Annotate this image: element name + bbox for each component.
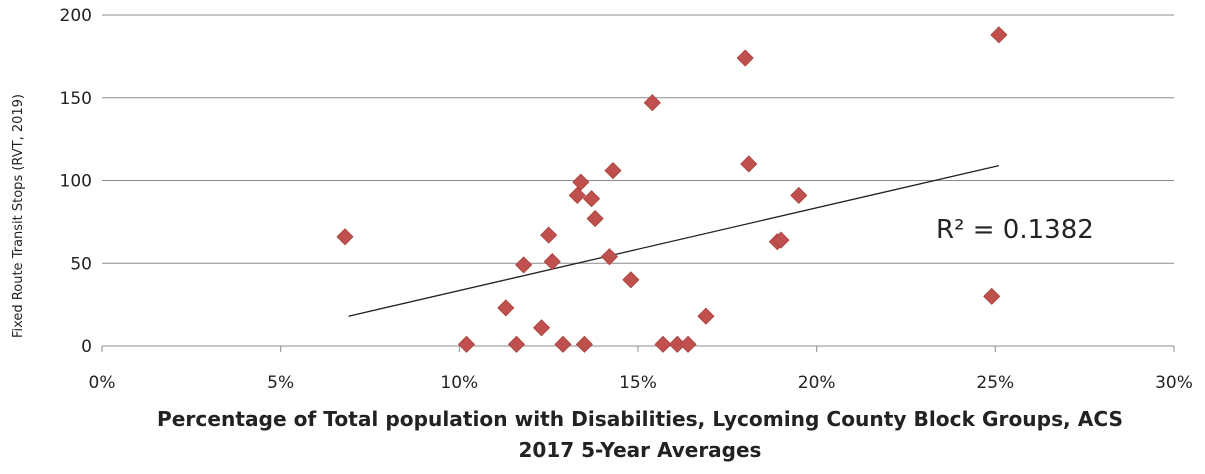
data-point-diamond (622, 271, 640, 289)
axes: 0 50 100 150 200 0% 5% 10% 15% 20% 25% 30% (60, 6, 1193, 393)
data-point-diamond (575, 335, 593, 353)
data-point-diamond (679, 335, 697, 353)
y-tick-label: 100 (60, 172, 92, 192)
y-axis-label: Fixed Route Transit Stops (RVT, 2019) (11, 94, 26, 338)
gridlines (102, 14, 1174, 264)
data-points (336, 26, 1008, 353)
y-tick-label: 150 (60, 89, 92, 109)
data-point-diamond (543, 253, 561, 271)
data-point-diamond (772, 231, 790, 249)
data-point-diamond (515, 256, 533, 274)
data-point-diamond (497, 299, 515, 317)
x-tick-label: 20% (798, 373, 836, 393)
data-point-diamond (532, 319, 551, 337)
x-tick-label: 25% (976, 373, 1014, 393)
y-tick-label: 200 (60, 6, 92, 26)
data-point-diamond (790, 186, 808, 204)
data-point-diamond (336, 228, 354, 246)
data-point-diamond (554, 335, 572, 353)
data-point-diamond (457, 335, 476, 353)
x-tick-label: 0% (89, 373, 116, 393)
x-tick-label: 10% (440, 373, 478, 393)
data-point-diamond (654, 335, 672, 353)
data-point-diamond (990, 26, 1008, 44)
trendline-layer (348, 164, 1000, 317)
labels: R² = 0.1382 Fixed Route Transit Stops (R… (11, 94, 1123, 462)
data-point-diamond (740, 155, 758, 173)
data-point-diamond (736, 49, 754, 67)
data-point-diamond (572, 173, 590, 191)
data-point-diamond (697, 307, 715, 325)
data-point-diamond (983, 287, 1001, 305)
data-point-diamond (643, 94, 661, 112)
data-point-diamond (586, 209, 604, 228)
x-tick-label: 15% (619, 373, 657, 393)
data-point-diamond (568, 186, 586, 204)
x-tick-label: 30% (1155, 373, 1193, 393)
data-point-diamond (540, 226, 558, 244)
x-axis-label-line-1: Percentage of Total population with Disa… (157, 407, 1123, 431)
linear-trendline (348, 164, 1000, 317)
x-axis-label-line-2: 2017 5-Year Averages (519, 438, 762, 462)
x-tick-label: 5% (267, 373, 294, 393)
y-tick-label: 50 (70, 254, 92, 274)
data-point-diamond (604, 162, 622, 180)
r-squared-annotation: R² = 0.1382 (936, 215, 1094, 245)
data-point-diamond (600, 248, 618, 266)
y-tick-label: 0 (81, 337, 92, 357)
data-point-diamond (582, 190, 601, 208)
data-point-diamond (507, 335, 526, 353)
